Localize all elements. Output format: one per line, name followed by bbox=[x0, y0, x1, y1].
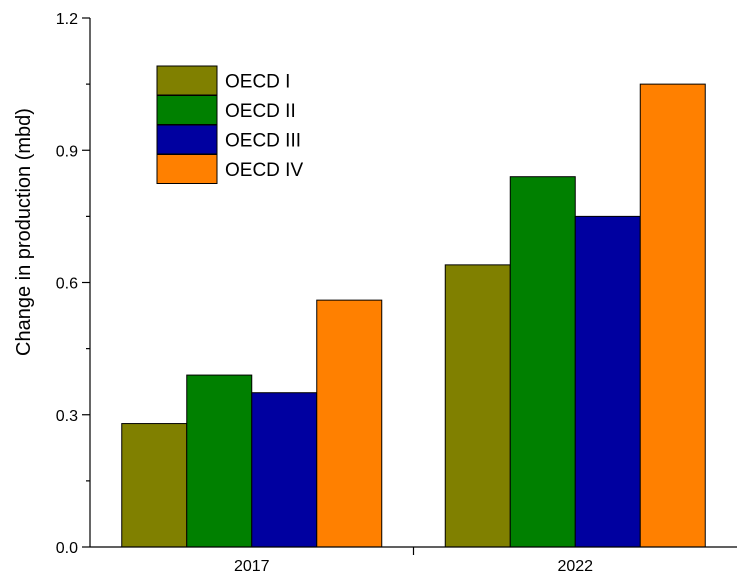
bar-2022-oecd-ii bbox=[509, 176, 576, 548]
legend-swatch-oecd-iii bbox=[156, 124, 218, 155]
legend-label: OECD II bbox=[225, 101, 296, 122]
y-tick-label: 0.9 bbox=[56, 143, 78, 160]
legend-label: OECD IV bbox=[225, 160, 303, 181]
legend-swatch-oecd-i bbox=[156, 65, 218, 96]
x-tick-label: 2017 bbox=[234, 558, 270, 575]
y-tick-label: 0.0 bbox=[56, 540, 78, 557]
bar-2022-oecd-i bbox=[444, 264, 511, 548]
bars bbox=[121, 83, 706, 548]
legend: OECD I OECD II OECD III OECD IV bbox=[156, 65, 303, 184]
y-axis-label: Change in production (mbd) bbox=[13, 108, 35, 356]
bar-2017-oecd-ii bbox=[186, 374, 253, 548]
y-tick-label: 0.3 bbox=[56, 408, 78, 425]
bar-2017-oecd-iii bbox=[251, 392, 318, 548]
x-tick-label: 2022 bbox=[557, 558, 593, 575]
y-tick-label: 1.2 bbox=[56, 11, 78, 28]
y-tick-label: 0.6 bbox=[56, 276, 78, 293]
legend-label: OECD I bbox=[225, 72, 290, 93]
bar-2022-oecd-iv bbox=[639, 83, 706, 548]
legend-swatch-oecd-iv bbox=[156, 154, 218, 184]
bar-2022-oecd-iii bbox=[574, 215, 641, 548]
legend-label: OECD III bbox=[225, 131, 301, 152]
legend-swatch-oecd-ii bbox=[156, 95, 218, 125]
x-ticks: 2017 2022 bbox=[234, 547, 593, 575]
bar-2017-oecd-i bbox=[121, 423, 188, 548]
bar-2017-oecd-iv bbox=[316, 299, 383, 548]
y-ticks: 0.0 0.3 0.6 0.9 1.2 bbox=[56, 11, 90, 557]
